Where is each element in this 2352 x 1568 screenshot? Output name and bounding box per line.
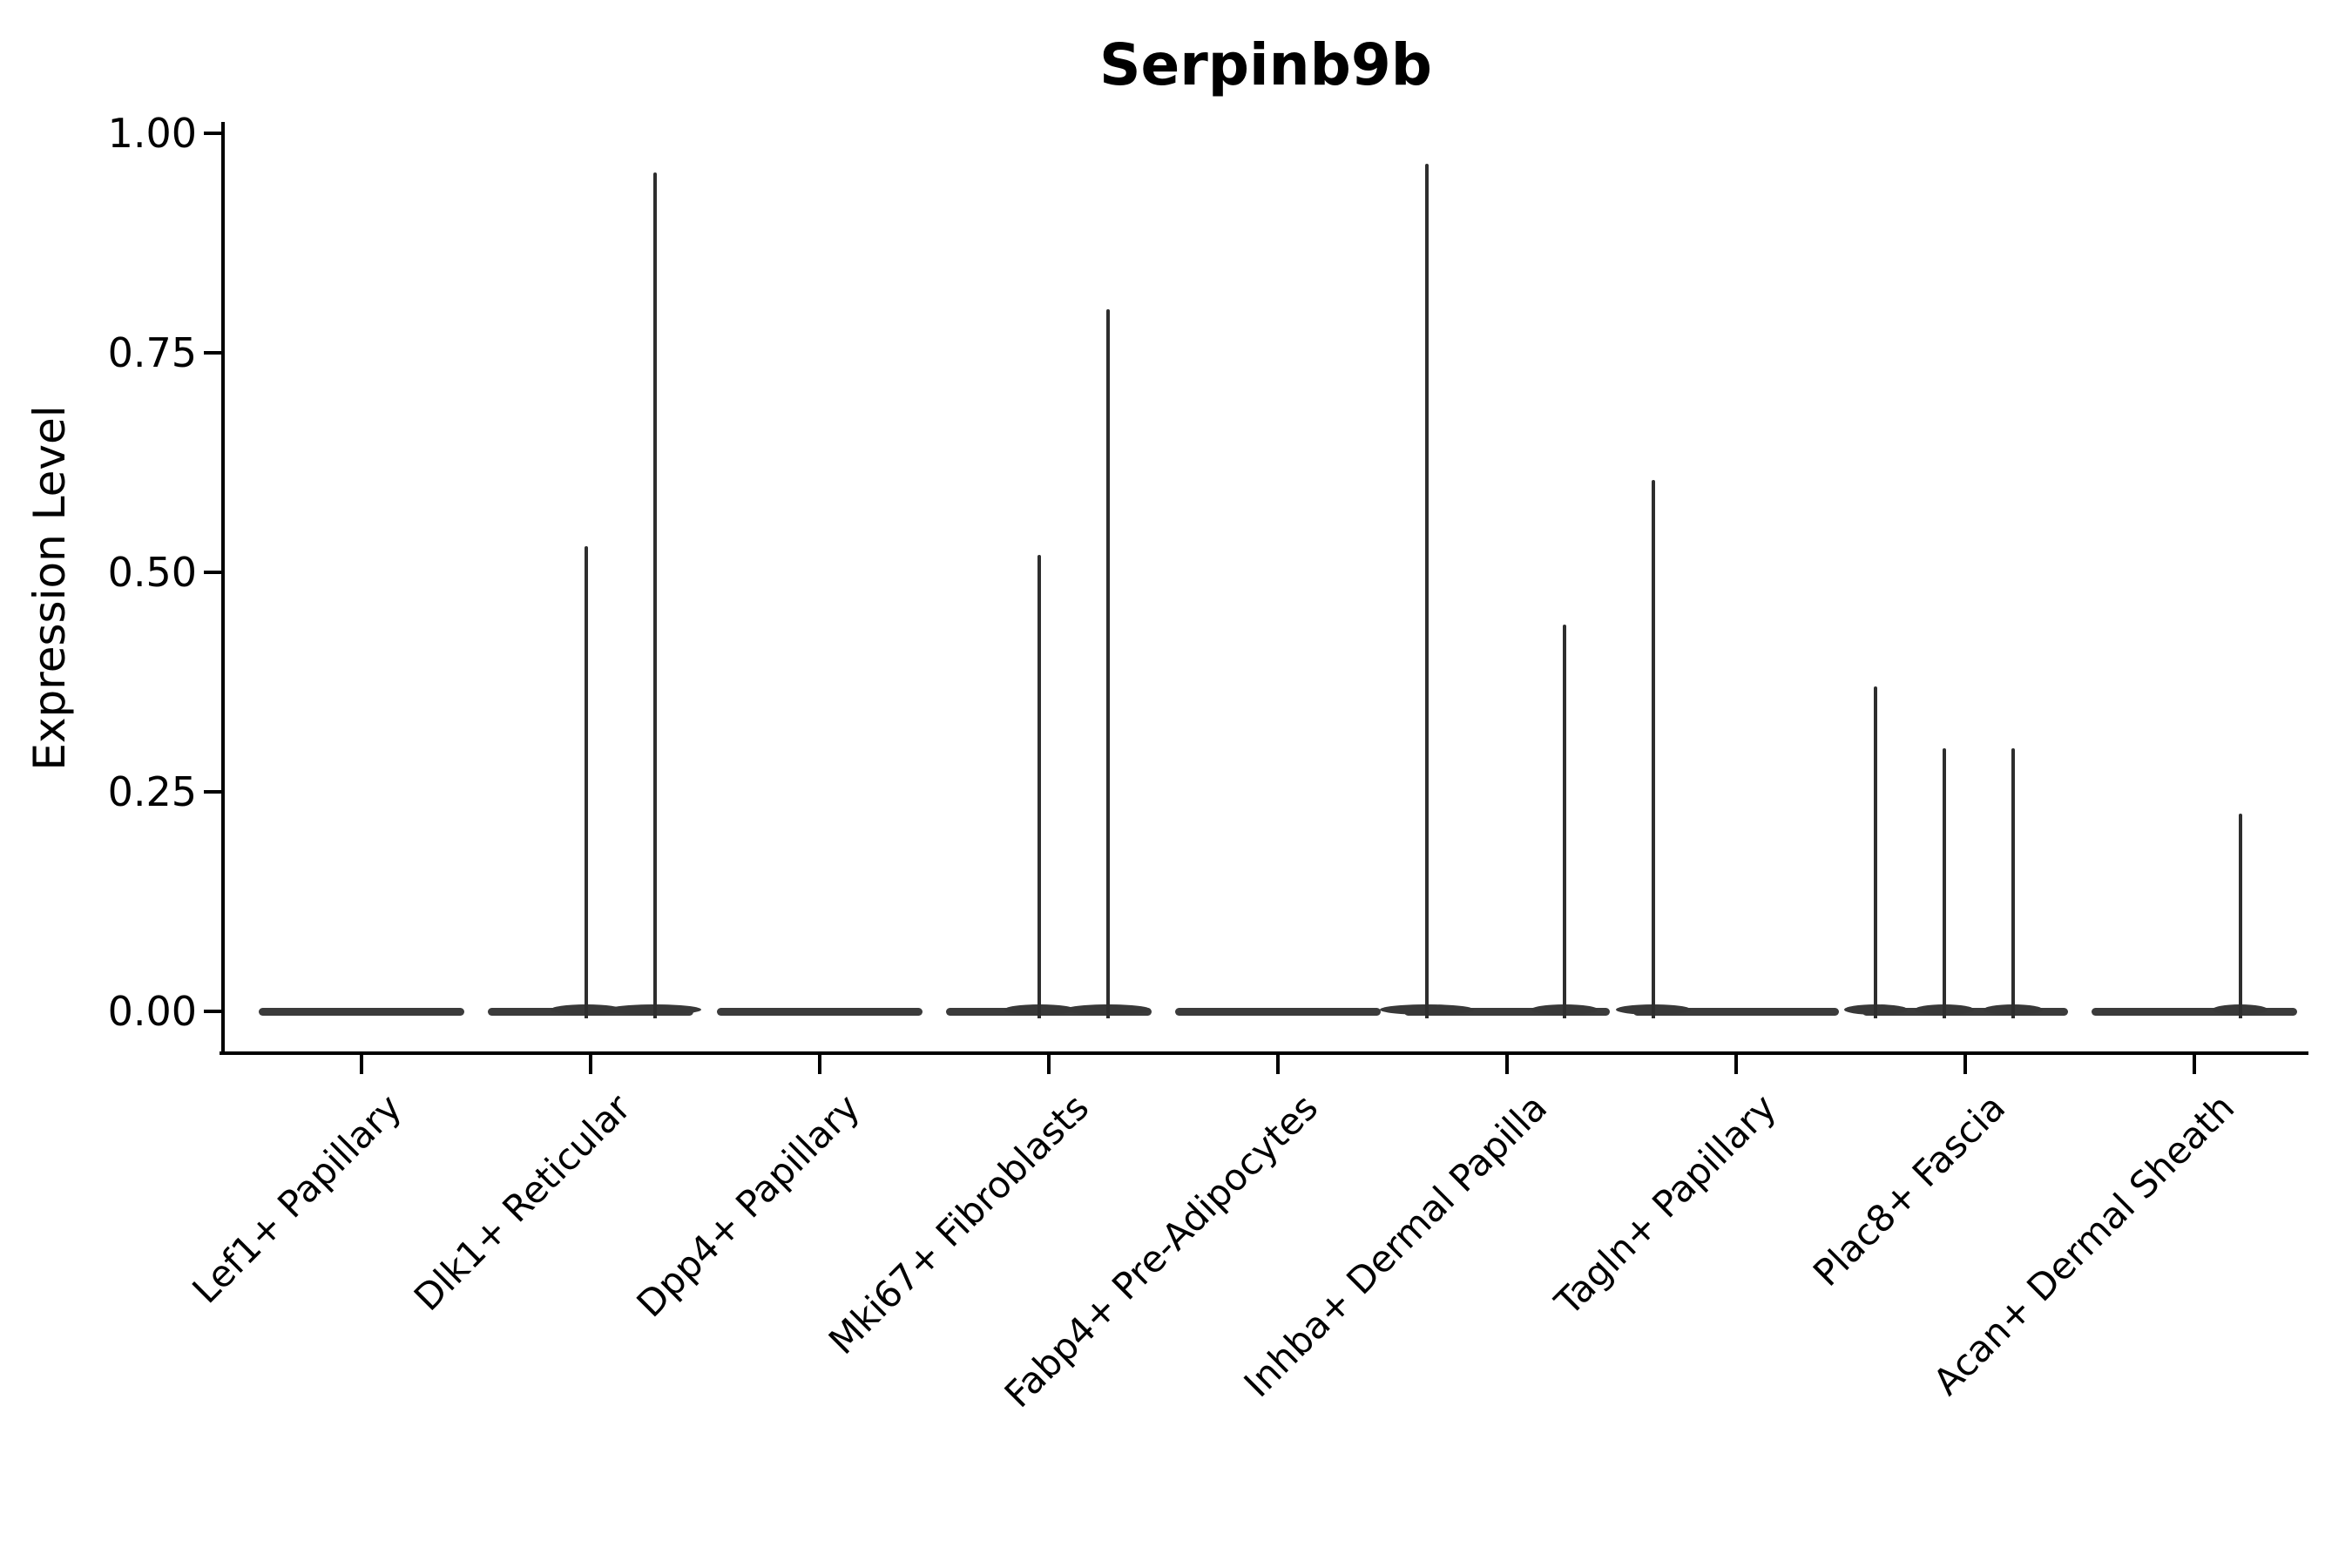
y-axis-tick [204, 790, 221, 794]
y-axis-tick [204, 351, 221, 355]
violin-body [717, 1008, 923, 1016]
expression-spike [584, 545, 588, 1018]
x-axis-tick [1047, 1051, 1051, 1074]
y-axis-spine [221, 122, 225, 1055]
x-axis-tick [818, 1051, 821, 1074]
violin-body [2092, 1008, 2297, 1016]
x-axis-tick [589, 1051, 592, 1074]
y-tick-label: 0.75 [107, 329, 197, 376]
y-axis-tick [204, 1010, 221, 1013]
expression-spike [1424, 164, 1429, 1018]
expression-spike [1037, 554, 1042, 1018]
y-tick-label: 0.50 [107, 549, 197, 596]
violin-body [1175, 1008, 1381, 1016]
y-tick-label: 0.25 [107, 768, 197, 815]
expression-spike [1562, 625, 1566, 1018]
x-axis-tick [2193, 1051, 2196, 1074]
x-axis-tick [360, 1051, 363, 1074]
expression-spike [2238, 814, 2242, 1018]
x-axis-tick [1734, 1051, 1738, 1074]
x-axis-tick [1963, 1051, 1967, 1074]
x-axis-tick [1276, 1051, 1280, 1074]
expression-spike [1652, 480, 1656, 1018]
y-axis-tick [204, 132, 221, 135]
y-tick-label: 1.00 [107, 110, 197, 157]
violin-body [259, 1008, 464, 1016]
y-tick-label: 0.00 [107, 988, 197, 1035]
y-axis-tick [204, 571, 221, 574]
violin-body [1404, 1008, 1610, 1016]
x-axis-tick [1505, 1051, 1509, 1074]
expression-spike [2011, 747, 2016, 1018]
x-axis-spine [220, 1051, 2308, 1055]
violin-body [1633, 1008, 1839, 1016]
expression-spike [652, 172, 657, 1018]
expression-spike [1943, 747, 1947, 1018]
chart-title: Serpinb9b [1098, 31, 1433, 98]
expression-spike [1874, 686, 1878, 1018]
expression-spike [1106, 308, 1111, 1018]
